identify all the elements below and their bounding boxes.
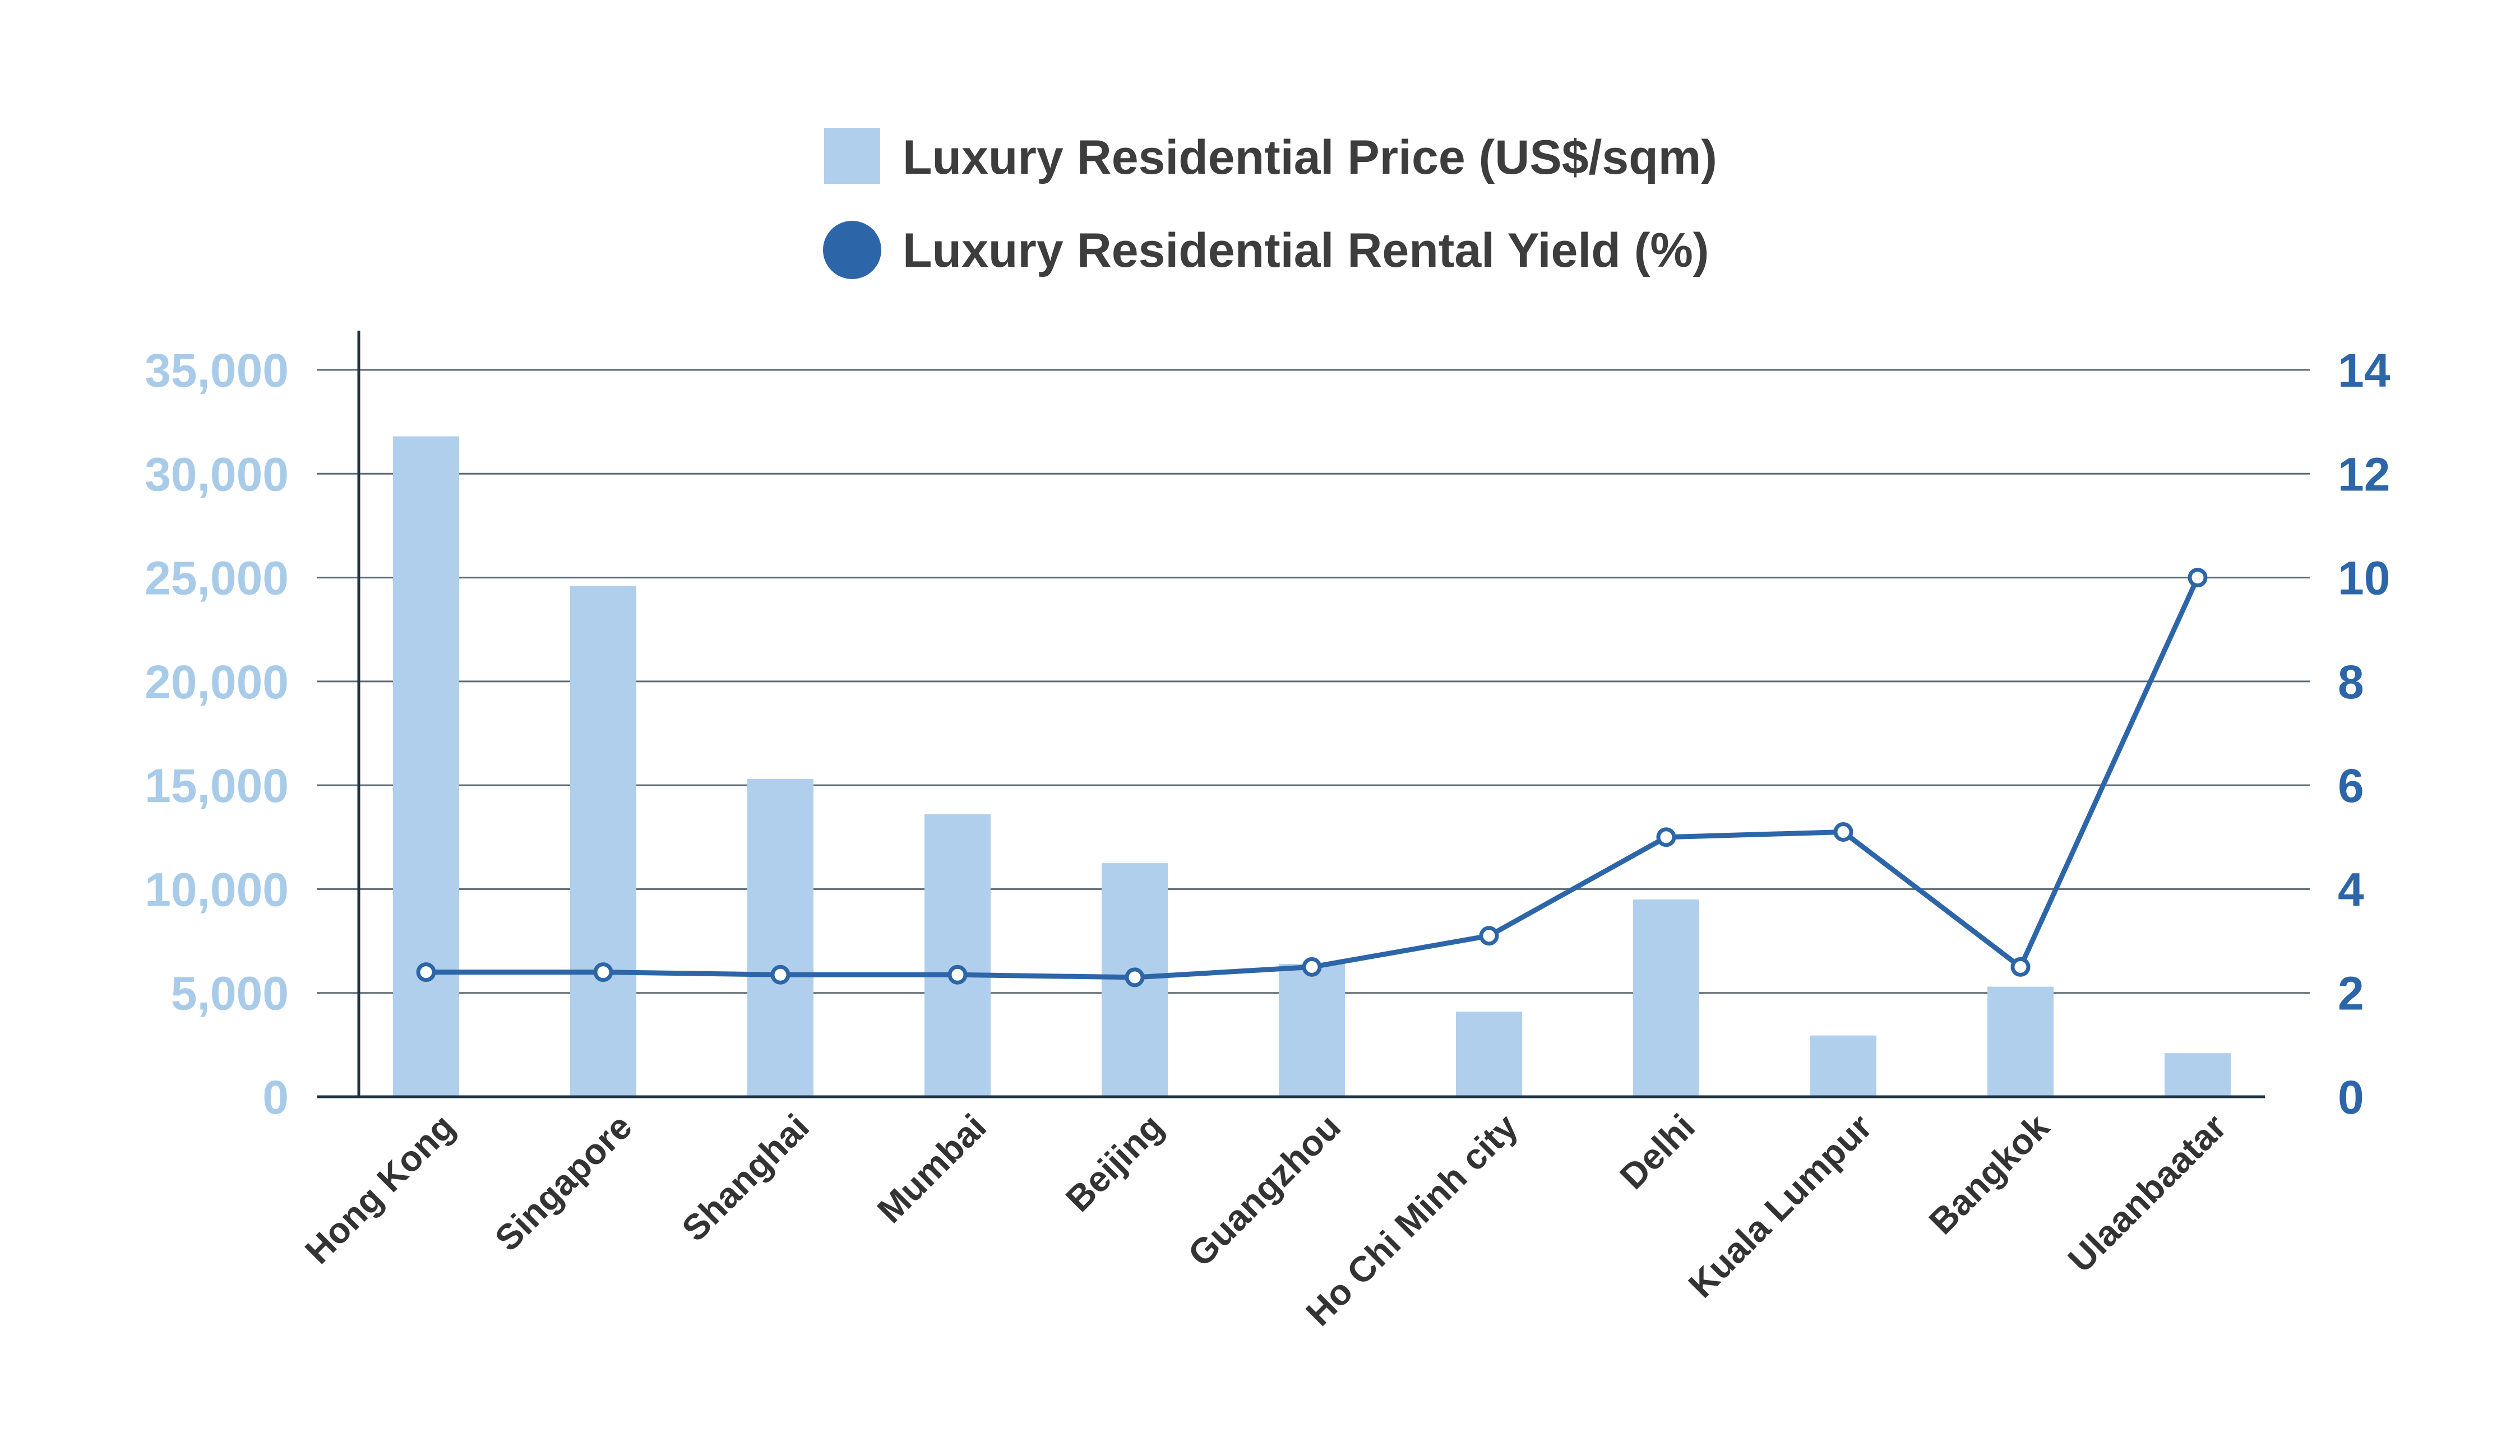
yield-point xyxy=(416,962,436,982)
x-tick-label: Delhi xyxy=(1612,1106,1703,1197)
gridlines xyxy=(317,369,2310,994)
x-tick-label: Hong Kong xyxy=(297,1106,463,1272)
left-tick-label: 30,000 xyxy=(145,448,289,500)
x-tick-label: Kuala Lumpur xyxy=(1681,1106,1880,1305)
price-bar xyxy=(1810,1035,1876,1097)
yield-point xyxy=(2188,568,2208,588)
right-tick-label: 8 xyxy=(2338,656,2364,708)
line-series xyxy=(416,568,2208,987)
right-tick-label: 10 xyxy=(2338,552,2390,605)
price-bar xyxy=(1633,899,1699,1097)
right-tick-label: 6 xyxy=(2338,759,2364,812)
bar-series xyxy=(393,436,2231,1097)
yield-point xyxy=(1656,827,1676,847)
x-axis-ticks: Hong Kong Singapore Shanghai Mumbai Beijing G… xyxy=(297,1106,2234,1334)
right-tick-label: 4 xyxy=(2338,863,2364,916)
x-tick-label: Ulaanbaatar xyxy=(2060,1106,2234,1280)
price-bar xyxy=(393,436,459,1097)
x-tick-label: Bangkok xyxy=(1921,1106,2057,1242)
legend-label-yield: Luxury Residential Rental Yield (%) xyxy=(903,224,1709,277)
price-bar xyxy=(747,779,813,1097)
right-axis-ticks: 0 2 4 6 8 10 12 14 xyxy=(2338,344,2390,1124)
left-tick-label: 15,000 xyxy=(145,759,289,812)
yield-point xyxy=(770,965,790,985)
yield-point xyxy=(1479,926,1499,946)
price-bar xyxy=(1279,963,1345,1097)
legend-swatch-yield xyxy=(823,221,881,279)
price-bar xyxy=(924,814,991,1097)
x-tick-label: Beijing xyxy=(1058,1106,1171,1219)
yield-line xyxy=(426,576,2200,980)
yield-point xyxy=(2010,957,2031,977)
x-tick-label: Guangzhou xyxy=(1180,1106,1348,1274)
left-axis-ticks: 0 5,000 10,000 15,000 20,000 25,000 30,000 35,0… xyxy=(145,344,289,1124)
yield-point xyxy=(593,962,613,982)
left-tick-label: 0 xyxy=(262,1071,289,1124)
legend: Luxury Residential Price (US$/sqm) Luxur… xyxy=(823,128,1717,279)
x-tick-label: Shanghai xyxy=(674,1106,817,1249)
left-tick-label: 20,000 xyxy=(145,656,289,708)
price-bar xyxy=(1456,1012,1522,1097)
right-tick-label: 0 xyxy=(2338,1071,2364,1124)
left-tick-label: 5,000 xyxy=(171,967,289,1020)
price-bar xyxy=(2165,1053,2231,1097)
yield-point xyxy=(1125,967,1145,987)
price-bar xyxy=(570,586,636,1097)
left-tick-label: 10,000 xyxy=(145,863,289,916)
axes xyxy=(317,331,2265,1098)
yield-point xyxy=(1833,822,1853,842)
yield-point xyxy=(947,965,968,985)
yield-point xyxy=(1302,957,1322,977)
right-tick-label: 14 xyxy=(2338,344,2390,397)
right-tick-label: 2 xyxy=(2338,967,2364,1020)
right-tick-label: 12 xyxy=(2338,448,2390,500)
x-tick-label: Mumbai xyxy=(870,1106,994,1231)
left-tick-label: 35,000 xyxy=(145,344,289,397)
legend-label-price: Luxury Residential Price (US$/sqm) xyxy=(903,131,1717,184)
left-tick-label: 25,000 xyxy=(145,552,289,605)
x-tick-label: Singapore xyxy=(487,1106,640,1259)
legend-swatch-price xyxy=(824,128,880,184)
price-bar xyxy=(1987,986,2054,1097)
